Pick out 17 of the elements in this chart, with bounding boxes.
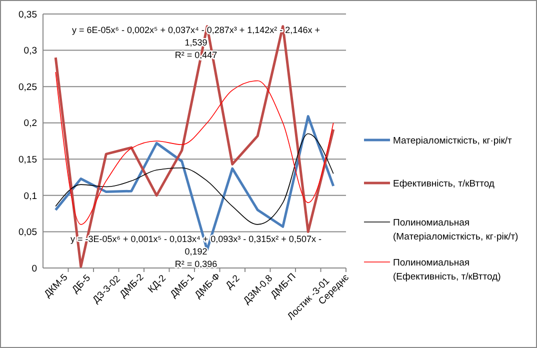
annotation: R² = 0,396 <box>174 259 218 269</box>
legend-label: Матеріаломісткість, кг·рік/т <box>393 135 513 146</box>
y-tick-label: 0,2 <box>24 118 37 130</box>
line-series <box>54 25 335 268</box>
y-tick-label: 0,15 <box>18 154 37 166</box>
y-tick-label: 0,1 <box>24 190 37 202</box>
legend-label: Ефективність, т/кВттод <box>393 178 495 190</box>
legend-label: Полиномиальная (Матеріаломісткість, кг·рік/т) <box>393 217 518 242</box>
line-series <box>55 72 334 225</box>
y-tick-label: 0,25 <box>18 82 37 93</box>
y-tick-label: 0,05 <box>18 227 37 238</box>
y-tick-label: 0,35 <box>18 9 37 20</box>
line-series <box>55 133 334 225</box>
x-tick-label: Д-2 <box>224 273 242 292</box>
y-tick-label: 0 <box>32 263 37 274</box>
legend-label: Полиномиальная (Ефективність, т/кВттод) <box>393 257 501 282</box>
y-tick-label: 0,3 <box>24 46 37 57</box>
